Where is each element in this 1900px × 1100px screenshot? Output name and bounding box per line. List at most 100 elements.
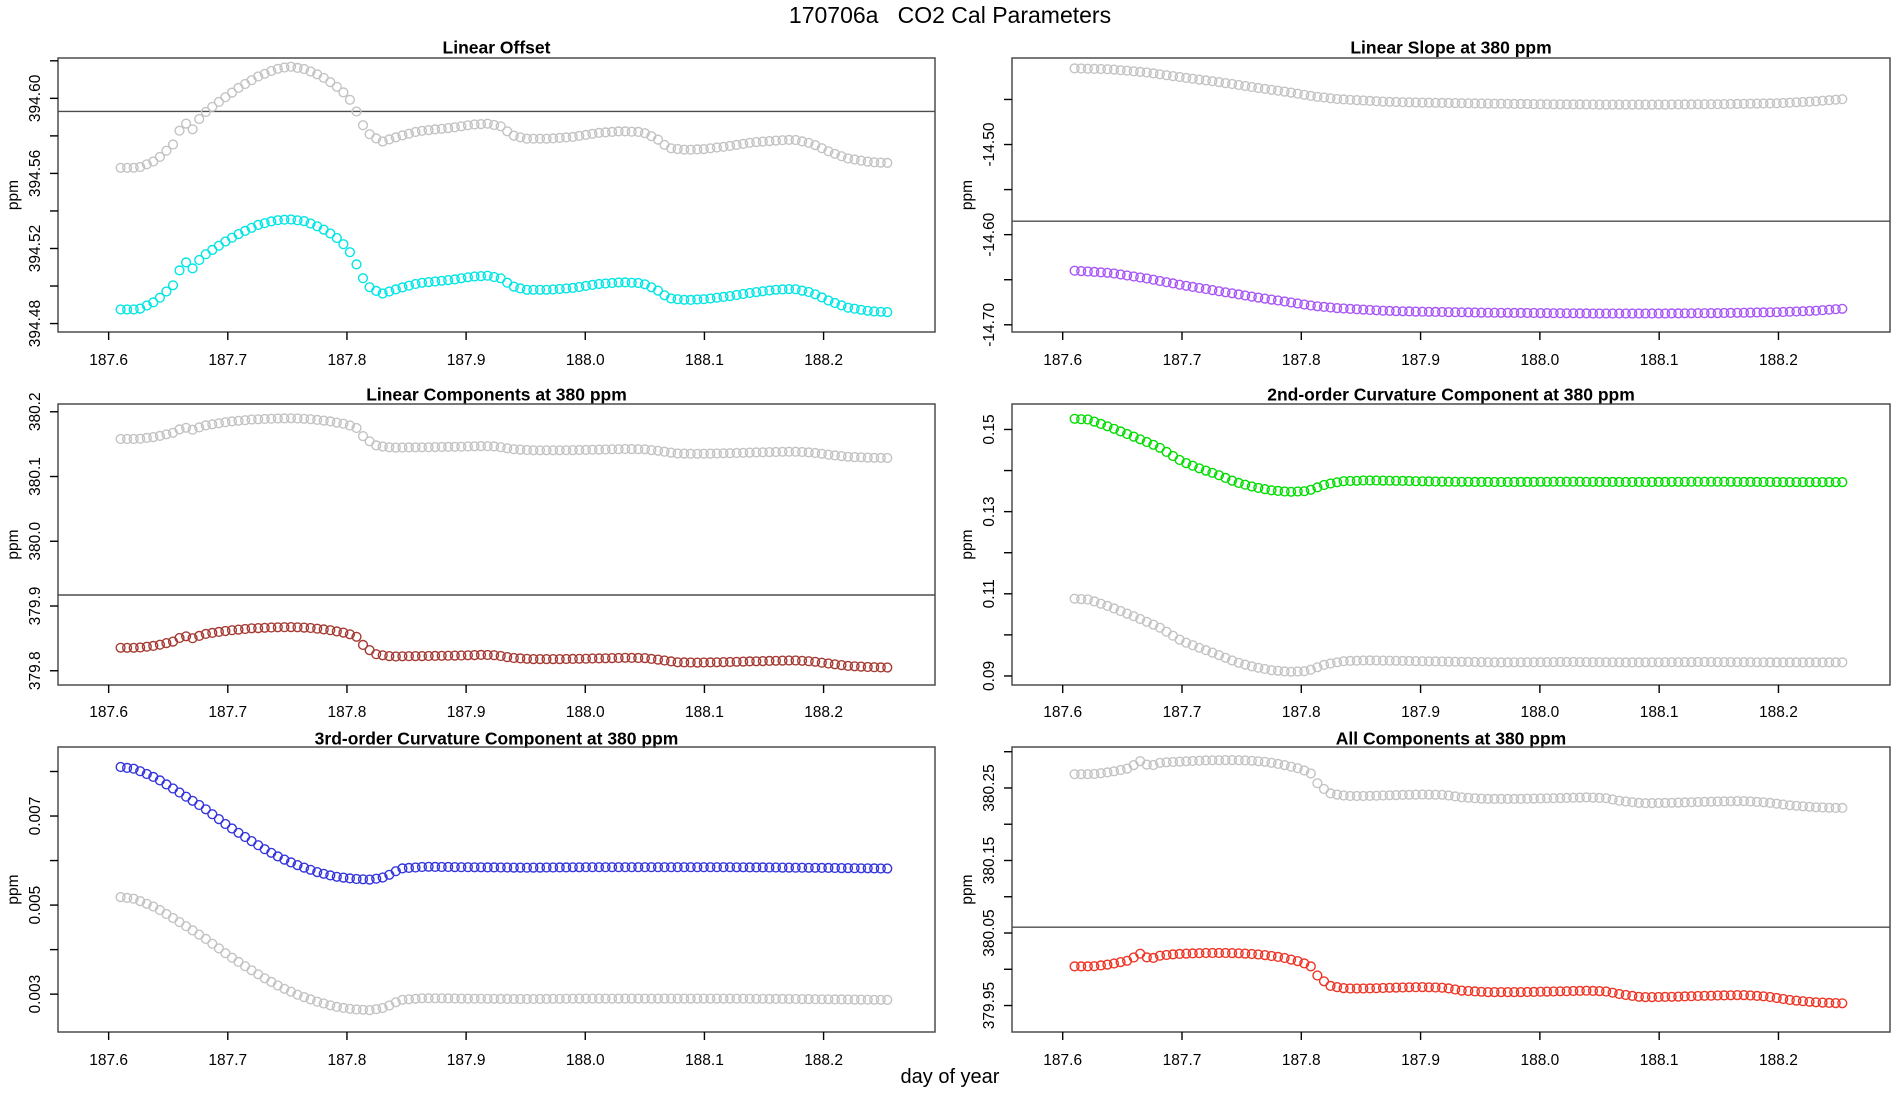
x-tick-label: 188.1 xyxy=(1640,352,1679,369)
y-tick-label: -14.50 xyxy=(981,122,998,166)
series-points-cyan xyxy=(115,214,893,318)
x-tick-label: 188.1 xyxy=(1640,1052,1679,1069)
series-points-gray xyxy=(115,413,893,464)
x-tick-label: 187.8 xyxy=(1282,352,1321,369)
y-tick-label: -14.60 xyxy=(981,212,998,256)
x-tick-label: 187.7 xyxy=(1163,352,1202,369)
x-tick-label: 187.6 xyxy=(1043,352,1082,369)
panel-linear-components-at-380-ppm: Linear Components at 380 ppm 187.6 187.7 18… xyxy=(5,385,936,721)
panel-linear-slope-at-380-ppm: Linear Slope at 380 ppm 187.6 187.7 187.8 18… xyxy=(959,38,1891,369)
y-tick-label: 394.60 xyxy=(27,74,44,122)
x-tick-label: 187.8 xyxy=(328,704,367,721)
y-tick-label: 0.003 xyxy=(27,975,44,1014)
y-axis-unit-label: ppm xyxy=(5,874,22,904)
x-tick-label: 187.7 xyxy=(1163,1052,1202,1069)
x-tick-label: 187.6 xyxy=(89,704,128,721)
x-tick-label: 187.8 xyxy=(328,1052,367,1069)
x-axis-title: day of year xyxy=(900,1066,1000,1088)
series-points-green xyxy=(1069,413,1848,497)
plot-box xyxy=(57,746,936,1033)
y-axis-unit-label: ppm xyxy=(5,180,22,210)
x-tick-label: 188.0 xyxy=(1520,704,1559,721)
x-tick-label: 187.9 xyxy=(1401,1052,1440,1069)
x-tick-label: 187.6 xyxy=(1043,1052,1082,1069)
y-tick-label: 394.52 xyxy=(27,225,44,272)
y-tick-label: 394.48 xyxy=(27,300,44,347)
y-tick-label: 380.2 xyxy=(27,392,44,431)
panel-title: Linear Components at 380 ppm xyxy=(366,385,627,405)
x-tick-label: 187.8 xyxy=(1282,1052,1321,1069)
plot-box xyxy=(57,57,936,333)
y-tick-label: 380.25 xyxy=(981,764,998,811)
y-tick-label: 0.09 xyxy=(981,661,998,691)
y-axis-unit-label: ppm xyxy=(959,529,976,559)
y-tick-label: 380.1 xyxy=(27,457,44,496)
panel-title: All Components at 380 ppm xyxy=(1336,729,1566,749)
y-tick-label: 0.15 xyxy=(981,414,998,444)
y-axis-unit-label: ppm xyxy=(959,874,976,904)
panel-title: Linear Offset xyxy=(443,38,551,58)
series-points-blue xyxy=(115,761,893,885)
x-tick-label: 187.9 xyxy=(1401,352,1440,369)
series-points-red xyxy=(1069,947,1848,1009)
x-tick-label: 187.9 xyxy=(447,704,486,721)
panel-linear-offset: Linear Offset 187.6 187.7 187.8 187.9 188.0 18… xyxy=(5,38,936,369)
panel-3rd-order-curvature-component-at-380-ppm: 3rd-order Curvature Component at 380 ppm… xyxy=(5,729,936,1069)
series-points-gray xyxy=(1069,63,1848,110)
panel-all-components-at-380-ppm: All Components at 380 ppm 187.6 187.7 187.8… xyxy=(959,729,1891,1069)
x-tick-label: 187.9 xyxy=(447,352,486,369)
y-tick-label: 0.005 xyxy=(27,886,44,925)
x-tick-label: 187.7 xyxy=(1163,704,1202,721)
y-tick-label: 380.0 xyxy=(27,521,44,560)
x-tick-label: 187.6 xyxy=(89,1052,128,1069)
x-tick-label: 188.2 xyxy=(804,1052,843,1069)
y-tick-label: 379.8 xyxy=(27,651,44,690)
x-tick-label: 188.2 xyxy=(1759,704,1798,721)
series-points-gray xyxy=(1069,593,1848,677)
series-points-darkred xyxy=(115,621,893,673)
x-tick-label: 187.8 xyxy=(1282,704,1321,721)
y-tick-label: 379.9 xyxy=(27,587,44,626)
x-tick-label: 188.0 xyxy=(566,352,605,369)
x-tick-label: 188.2 xyxy=(1759,1052,1798,1069)
x-tick-label: 188.2 xyxy=(1759,352,1798,369)
series-points-purple xyxy=(1069,265,1848,319)
series-points-gray xyxy=(115,891,893,1016)
x-tick-label: 187.7 xyxy=(208,1052,247,1069)
y-tick-label: 0.11 xyxy=(981,579,998,608)
y-tick-label: 394.56 xyxy=(27,150,44,197)
plot-box xyxy=(1011,746,1891,1033)
x-tick-label: 188.1 xyxy=(685,352,724,369)
panel-2nd-order-curvature-component-at-380-ppm: 2nd-order Curvature Component at 380 ppm… xyxy=(959,385,1891,721)
x-tick-label: 188.0 xyxy=(566,704,605,721)
y-tick-label: 379.95 xyxy=(981,982,998,1029)
x-tick-label: 187.6 xyxy=(1043,704,1082,721)
x-tick-label: 187.7 xyxy=(208,704,247,721)
x-tick-label: 187.7 xyxy=(208,352,247,369)
plot-box xyxy=(1011,403,1891,686)
y-tick-label: -14.70 xyxy=(981,302,998,346)
y-tick-label: 0.13 xyxy=(981,497,998,527)
x-tick-label: 187.9 xyxy=(447,1052,486,1069)
series-points-gray xyxy=(1069,754,1848,814)
x-tick-label: 188.1 xyxy=(685,704,724,721)
x-tick-label: 188.0 xyxy=(1520,1052,1559,1069)
x-tick-label: 188.0 xyxy=(1520,352,1559,369)
y-tick-label: 0.007 xyxy=(27,797,44,836)
x-tick-label: 188.0 xyxy=(566,1052,605,1069)
y-axis-unit-label: ppm xyxy=(959,180,976,210)
y-axis-unit-label: ppm xyxy=(5,529,22,559)
x-tick-label: 188.2 xyxy=(804,352,843,369)
x-tick-label: 188.1 xyxy=(685,1052,724,1069)
plot-box xyxy=(57,403,936,686)
figure-title: 170706a CO2 Cal Parameters xyxy=(788,2,1112,28)
plot-box xyxy=(1011,57,1891,333)
x-tick-label: 187.8 xyxy=(328,352,367,369)
y-tick-label: 380.05 xyxy=(981,909,998,956)
panel-title: 2nd-order Curvature Component at 380 ppm xyxy=(1267,385,1635,405)
x-tick-label: 187.6 xyxy=(89,352,128,369)
series-points-gray xyxy=(115,61,893,173)
x-tick-label: 187.9 xyxy=(1401,704,1440,721)
